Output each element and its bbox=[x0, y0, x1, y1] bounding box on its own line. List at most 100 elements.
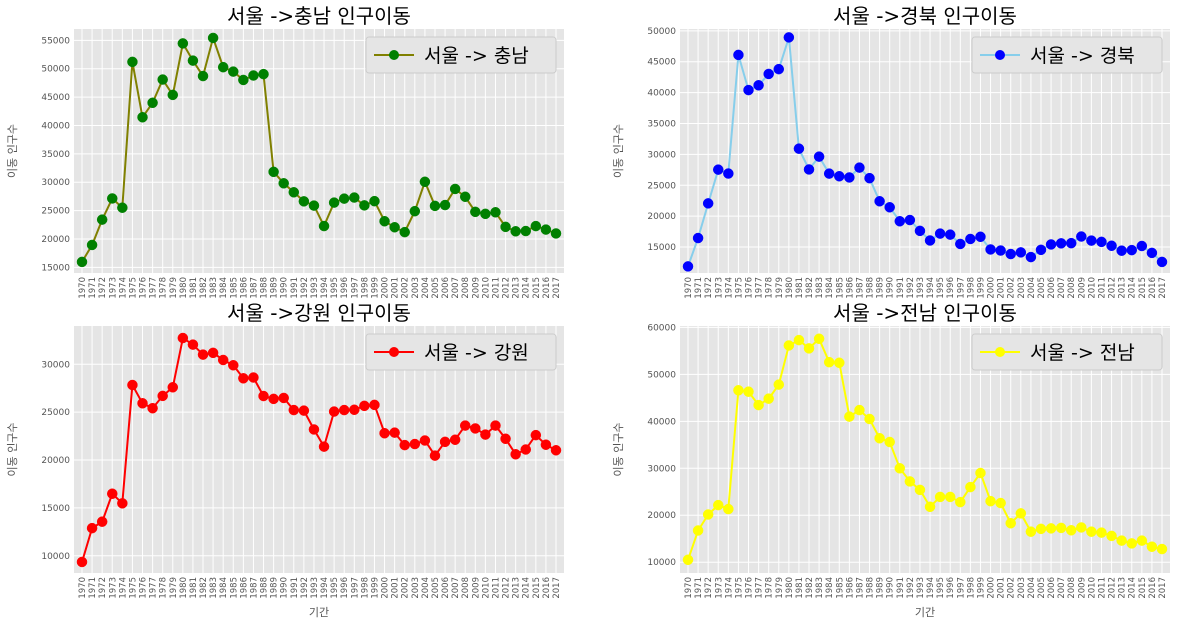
x-tick-label: 1993 bbox=[310, 277, 320, 299]
data-point bbox=[702, 198, 714, 209]
x-tick-label: 1996 bbox=[340, 577, 350, 599]
x-tick-label: 1999 bbox=[370, 577, 380, 599]
x-tick-label: 1984 bbox=[825, 577, 835, 599]
x-tick-label: 2006 bbox=[1047, 277, 1057, 299]
data-point bbox=[228, 66, 239, 77]
x-tick-label: 2003 bbox=[411, 577, 421, 599]
y-tick-label: 30000 bbox=[647, 464, 676, 474]
x-tick-label: 2012 bbox=[1108, 277, 1118, 299]
data-point bbox=[894, 463, 906, 474]
y-tick-label: 10000 bbox=[41, 552, 70, 562]
data-point bbox=[924, 235, 936, 246]
data-point bbox=[197, 70, 209, 82]
x-tick-label: 2005 bbox=[431, 577, 441, 599]
y-tick-label: 20000 bbox=[647, 212, 676, 222]
data-point bbox=[733, 385, 744, 396]
x-tick-label: 2001 bbox=[997, 577, 1007, 599]
x-tick-label: 2009 bbox=[471, 577, 481, 599]
y-tick-label: 10000 bbox=[647, 558, 676, 568]
data-point bbox=[783, 32, 795, 43]
x-axis-label: 기간 bbox=[309, 606, 329, 619]
y-tick-label: 35000 bbox=[647, 120, 676, 130]
x-tick-label: 2003 bbox=[1017, 577, 1027, 599]
data-point bbox=[338, 193, 350, 204]
data-point bbox=[500, 221, 511, 233]
x-tick-label: 1985 bbox=[835, 277, 845, 299]
data-point bbox=[96, 214, 108, 225]
x-tick-label: 1972 bbox=[704, 277, 714, 299]
data-point bbox=[1126, 244, 1137, 256]
data-point bbox=[288, 404, 300, 416]
x-tick-label: 2015 bbox=[1138, 277, 1148, 299]
data-point bbox=[803, 164, 815, 175]
chart-title: 서울 ->전남 인구이동 bbox=[833, 301, 1017, 325]
data-point bbox=[1065, 525, 1077, 536]
x-tick-label: 1986 bbox=[239, 577, 249, 599]
x-tick-label: 2002 bbox=[1007, 577, 1017, 599]
data-point bbox=[1156, 543, 1168, 555]
data-point bbox=[1116, 535, 1127, 546]
x-tick-label: 2006 bbox=[441, 577, 451, 599]
x-tick-label: 2017 bbox=[552, 577, 562, 599]
data-point bbox=[238, 373, 249, 384]
data-point bbox=[137, 112, 148, 123]
x-tick-label: 1992 bbox=[300, 277, 310, 299]
x-tick-label: 1975 bbox=[734, 277, 744, 299]
x-tick-label: 2015 bbox=[532, 577, 542, 599]
data-point bbox=[379, 427, 390, 439]
data-point bbox=[904, 476, 916, 487]
x-tick-label: 1997 bbox=[350, 277, 360, 299]
x-tick-label: 1981 bbox=[189, 577, 199, 599]
data-point bbox=[389, 221, 400, 233]
x-tick-label: 2012 bbox=[1108, 577, 1118, 599]
x-tick-label: 2014 bbox=[522, 577, 532, 599]
data-point bbox=[540, 224, 552, 235]
data-point bbox=[167, 89, 179, 101]
x-tick-label: 2009 bbox=[1077, 577, 1087, 599]
data-point bbox=[217, 61, 229, 73]
chart-title: 서울 ->경북 인구이동 bbox=[833, 4, 1017, 28]
x-tick-label: 1988 bbox=[866, 577, 876, 599]
data-point bbox=[147, 97, 158, 109]
x-tick-label: 1981 bbox=[795, 577, 805, 599]
x-tick-label: 2008 bbox=[461, 277, 471, 299]
data-point bbox=[409, 205, 421, 217]
x-tick-label: 1978 bbox=[765, 277, 775, 299]
legend-label: 서울 -> 강원 bbox=[424, 342, 529, 364]
x-tick-label: 2017 bbox=[552, 277, 562, 299]
x-tick-label: 2014 bbox=[1128, 277, 1138, 299]
data-point bbox=[550, 445, 562, 456]
x-tick-label: 2002 bbox=[1007, 277, 1017, 299]
data-point bbox=[844, 411, 855, 422]
x-tick-label: 1973 bbox=[108, 277, 118, 299]
x-tick-label: 2000 bbox=[381, 577, 391, 599]
data-point bbox=[510, 226, 521, 237]
x-tick-label: 1978 bbox=[765, 577, 775, 599]
data-point bbox=[1146, 541, 1158, 552]
x-tick-label: 2006 bbox=[1047, 577, 1057, 599]
x-tick-label: 2010 bbox=[481, 277, 491, 299]
data-point bbox=[187, 55, 199, 66]
data-point bbox=[834, 170, 845, 182]
y-tick-label: 40000 bbox=[647, 89, 676, 99]
data-point bbox=[1005, 517, 1016, 529]
x-tick-label: 1983 bbox=[209, 277, 219, 299]
x-tick-label: 1982 bbox=[199, 577, 209, 599]
data-point bbox=[107, 193, 118, 204]
data-point bbox=[813, 151, 825, 162]
x-tick-label: 2012 bbox=[502, 277, 512, 299]
x-tick-label: 1989 bbox=[270, 577, 280, 599]
x-tick-label: 1975 bbox=[128, 577, 138, 599]
data-point bbox=[733, 49, 744, 61]
x-tick-label: 1977 bbox=[755, 277, 765, 299]
x-tick-label: 2013 bbox=[1118, 277, 1128, 299]
data-point bbox=[308, 424, 320, 435]
data-point bbox=[864, 413, 875, 425]
x-tick-label: 1971 bbox=[694, 577, 704, 599]
x-tick-label: 2008 bbox=[1067, 277, 1077, 299]
x-tick-label: 2013 bbox=[1118, 577, 1128, 599]
x-tick-label: 1978 bbox=[159, 277, 169, 299]
y-tick-label: 30000 bbox=[41, 178, 70, 188]
data-point bbox=[763, 393, 774, 404]
